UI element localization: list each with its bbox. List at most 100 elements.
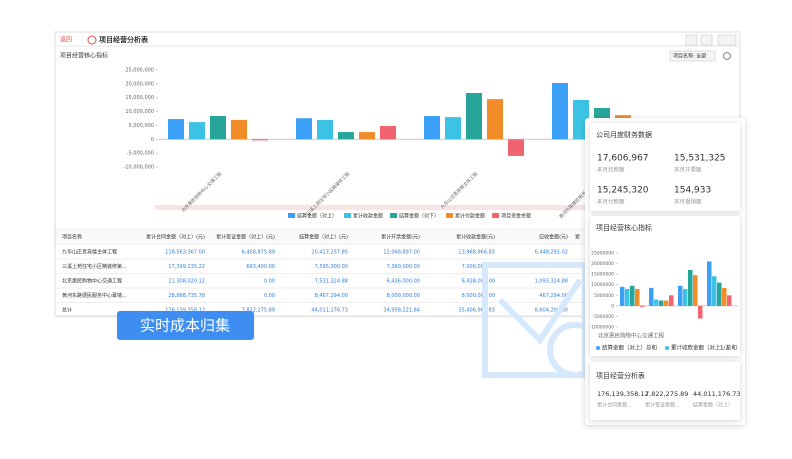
column-header: 应收金额(元) (539, 234, 568, 241)
export-btn[interactable] (717, 34, 737, 46)
y-tick-label: 15,000,000 (125, 95, 154, 101)
legend-label: 结算金额（对上） (297, 213, 337, 220)
table-cell: 663,400.00 (246, 264, 275, 270)
bar (698, 305, 703, 319)
bar (693, 275, 698, 306)
y-tick-label: 25,000,000 (125, 68, 154, 74)
bar (712, 276, 717, 306)
table-cell: 176,139,358.12 (165, 308, 205, 314)
bar (296, 118, 312, 140)
metric-value: 15,531,325 (674, 154, 726, 164)
metric-value: 44,011,176.73 (693, 390, 741, 398)
table-cell: 8,000,000.00 (462, 293, 495, 299)
bar (380, 125, 396, 140)
finance-title: 公司月度财务数据 (596, 130, 652, 139)
table-cell: 7,531,324.88 (315, 279, 348, 285)
analysis-items: 176,139,358.12 累计合同金额... 7,822,275.89 累计签证金… (597, 390, 741, 409)
table-cell: 12,068,897.00 (383, 250, 420, 256)
bar (210, 116, 226, 140)
column-header: 累计合同金额（对上）(元) (146, 234, 205, 241)
filter-box[interactable] (669, 50, 716, 62)
bar (717, 282, 722, 306)
metric-label: 本月开票额 (674, 166, 702, 174)
bar (508, 139, 524, 156)
legend-label: 累计收款金额 (353, 213, 383, 220)
scroll-track[interactable] (155, 205, 740, 210)
table-cell: 11,308,020.12 (168, 279, 205, 285)
bar (664, 300, 669, 306)
table-cell: 6,438,000.00 (462, 279, 495, 285)
mini-chart: 25000000 20000000 15000000 10000000 5000000 0… (589, 251, 738, 352)
bar (654, 299, 659, 306)
table-cell: 7,000,000.00 (462, 264, 495, 270)
legend-swatch (390, 213, 398, 218)
metric-value: 17,606,967 (597, 154, 649, 164)
metric-label: 结算金额（对上） (693, 402, 733, 409)
legend-page[interactable]: 1/3 (720, 346, 729, 352)
metric-label: 累计签证金额... (645, 402, 680, 409)
column-header: 结算金额（对上）(元) (299, 234, 348, 241)
table-cell: 总计 (62, 307, 72, 314)
bar (659, 300, 664, 306)
table-cell: 35,406,966.83 (458, 308, 495, 314)
table-cell: 13,968,966.83 (458, 250, 495, 256)
bar (231, 119, 247, 140)
title-icon (87, 35, 97, 45)
y-tick-label: 15000000 (591, 272, 614, 278)
table-cell: 118,563,367.00 (165, 250, 205, 256)
bar (683, 288, 688, 306)
table-cell: 三溪上苑住宅小区精装修第... (62, 263, 127, 270)
legend-dot (596, 346, 600, 350)
bar (424, 116, 440, 140)
table-cell: 北京惠民购物中心交通工程 (62, 278, 122, 285)
bar (727, 295, 732, 306)
metric-label: 本月报销额 (674, 198, 702, 206)
bar (688, 269, 693, 306)
y-tick-label: 20000000 (591, 261, 614, 267)
table-cell: 0.00 (264, 279, 275, 285)
table-cell: 8,467,294.00 (315, 293, 348, 299)
y-tick-label: 20,000,000 (125, 81, 154, 87)
bar (252, 139, 268, 141)
filter-label[interactable]: 项目名称: 全部 (673, 53, 706, 60)
bar (359, 132, 375, 140)
table-cell: 34,958,221.84 (383, 308, 420, 314)
settings-icon[interactable] (723, 52, 731, 60)
y-tick-label: 0 (611, 303, 614, 309)
table-cell: 7,822,275.89 (242, 308, 275, 314)
bar (466, 93, 482, 140)
table-cell: 九华山庄贵宾楼主体工程 (62, 249, 117, 256)
y-tick-label: 5000000 (594, 293, 614, 299)
table-cell: 0.00 (264, 293, 275, 299)
window-title: 项目经营分析表 (99, 35, 149, 44)
y-tick-label: 10000000 (591, 282, 614, 288)
legend-swatch (288, 213, 295, 218)
bar (317, 119, 333, 140)
legend-swatch (446, 213, 454, 218)
table-cell: 6,448,291.02 (535, 250, 568, 256)
column-header: 累计开票金额(元) (381, 234, 420, 241)
table-cell: 28,868,735.78 (168, 293, 205, 299)
refresh-btn[interactable] (685, 34, 698, 46)
bar (487, 99, 503, 140)
mini-category-label: 北京惠民购物中心交通工程 (598, 332, 665, 340)
table-cell: 44,011,176.73 (311, 308, 348, 314)
badge (117, 311, 254, 340)
legend-dot (665, 346, 670, 350)
table-cell: 1,093,324.88 (535, 279, 568, 285)
bar (168, 119, 184, 140)
y-tick-label: -10000000 (589, 325, 614, 331)
bar (338, 132, 354, 140)
back-link[interactable]: 返回 (60, 37, 72, 44)
legend-label: 项目资金余额 (501, 213, 531, 220)
section-title: 项目经营核心指标 (60, 52, 108, 60)
table-cell: 467,294.00 (539, 293, 568, 299)
badge-text: 实时成本归集 (140, 317, 230, 335)
column-header: 项目名称 (62, 234, 82, 241)
y-tick-label: 10,000,000 (125, 109, 154, 115)
bar (722, 287, 727, 306)
table-cell: 7,595,300.00 (315, 264, 348, 270)
y-tick-label: 25000000 (591, 251, 614, 257)
filter-btn[interactable] (700, 34, 713, 46)
